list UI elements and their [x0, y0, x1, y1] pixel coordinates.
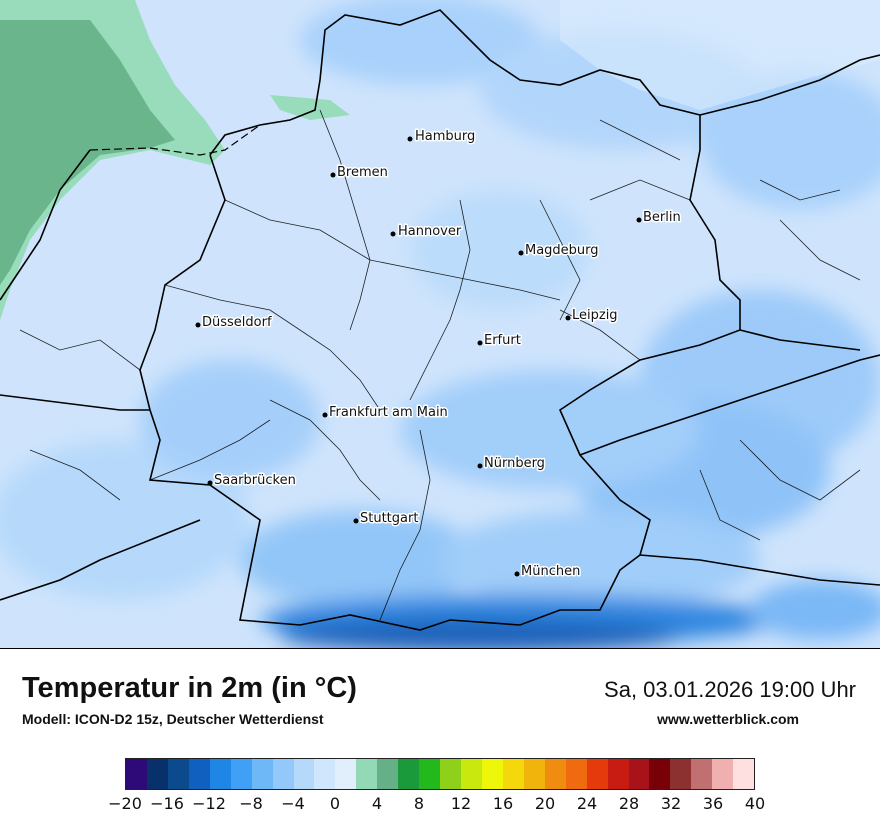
model-subtitle: Modell: ICON-D2 15z, Deutscher Wetterdie…: [22, 711, 324, 727]
legend-color-segment: [649, 759, 671, 789]
legend-color-segment: [586, 759, 608, 789]
city-saarbruecken[interactable]: Saarbrücken: [207, 472, 297, 490]
legend-color-segment: [628, 759, 650, 789]
city-magdeburg[interactable]: Magdeburg: [518, 242, 600, 260]
legend-color-segment: [419, 759, 441, 789]
city-label: München: [521, 564, 580, 579]
city-dot: [353, 518, 359, 524]
city-label: Frankfurt am Main: [329, 405, 448, 420]
legend-color-segment: [544, 759, 566, 789]
legend-color-segment: [565, 759, 587, 789]
legend-tick-label: 16: [492, 794, 514, 813]
city-label: Bremen: [337, 165, 388, 180]
city-label: Berlin: [643, 210, 681, 225]
legend-color-segment: [126, 759, 147, 789]
city-dot: [330, 172, 336, 178]
legend-color-segment: [356, 759, 378, 789]
city-dot: [390, 231, 396, 237]
forecast-datetime: Sa, 03.01.2026 19:00 Uhr: [604, 677, 856, 702]
legend-tick-label: 12: [450, 794, 472, 813]
city-dot: [636, 217, 642, 223]
city-bremen[interactable]: Bremen: [330, 164, 389, 182]
city-frankfurt[interactable]: Frankfurt am Main: [322, 404, 449, 422]
legend-color-segment: [607, 759, 629, 789]
city-muenchen[interactable]: München: [514, 563, 582, 581]
legend-color-segment: [335, 759, 357, 789]
legend-color-segment: [230, 759, 252, 789]
legend-color-segment: [691, 759, 713, 789]
legend-color-segment: [440, 759, 461, 789]
city-dot: [565, 315, 571, 321]
city-label: Saarbrücken: [214, 473, 296, 488]
legend-tick-label: 32: [660, 794, 682, 813]
city-label: Erfurt: [484, 333, 521, 348]
legend-color-segment: [712, 759, 734, 789]
legend-color-segment: [461, 759, 482, 789]
legend-color-segment: [523, 759, 545, 789]
legend-tick-label: 24: [576, 794, 598, 813]
legend-color-segment: [209, 759, 231, 789]
city-nuernberg[interactable]: Nürnberg: [477, 455, 546, 473]
legend-tick-label: −8: [239, 794, 263, 813]
legend-color-segment: [670, 759, 692, 789]
legend-color-segment: [377, 759, 399, 789]
city-erfurt[interactable]: Erfurt: [477, 332, 522, 350]
map-canvas: Hamburg Bremen Hannover Berlin Magdeburg…: [0, 0, 880, 648]
legend-color-segment: [398, 759, 420, 789]
map-title: Temperatur in 2m (in °C): [22, 672, 357, 704]
city-dot: [518, 250, 524, 256]
legend-tick-label: 40: [744, 794, 766, 813]
legend-color-segment: [167, 759, 189, 789]
legend-color-segment: [251, 759, 273, 789]
country-borders: [0, 9, 880, 631]
city-dot: [477, 463, 483, 469]
city-label: Hannover: [398, 224, 462, 239]
city-label: Nürnberg: [484, 456, 545, 471]
legend-color-segment: [733, 759, 755, 789]
legend-tick-label: 8: [413, 794, 425, 813]
city-duesseldorf[interactable]: Düsseldorf: [195, 314, 273, 332]
city-hannover[interactable]: Hannover: [390, 223, 463, 241]
state-borders: [19, 109, 861, 621]
legend-color-segment: [293, 759, 315, 789]
city-dot: [207, 480, 213, 486]
legend-tick-label: 0: [329, 794, 341, 813]
city-dot: [195, 322, 201, 328]
city-leipzig[interactable]: Leipzig: [565, 307, 619, 325]
city-label: Hamburg: [415, 129, 475, 144]
legend-tick-labels: −20 −16 −12 −8 −4 0 4 8 12 16 20 24 28 32 36 40: [108, 794, 765, 818]
city-label: Stuttgart: [360, 511, 418, 526]
city-stuttgart[interactable]: Stuttgart: [353, 510, 420, 528]
city-label: Leipzig: [572, 308, 618, 323]
city-dot: [477, 340, 483, 346]
temperature-map: Hamburg Bremen Hannover Berlin Magdeburg…: [0, 0, 880, 649]
city-label: Magdeburg: [525, 243, 599, 258]
color-legend: [125, 758, 755, 790]
legend-color-segment: [146, 759, 168, 789]
legend-tick-label: −12: [192, 794, 226, 813]
legend-tick-label: −20: [108, 794, 142, 813]
city-hamburg[interactable]: Hamburg: [407, 128, 477, 146]
city-dot: [514, 571, 520, 577]
legend-color-segment: [188, 759, 210, 789]
city-markers: Hamburg Bremen Hannover Berlin Magdeburg…: [195, 128, 682, 581]
legend-tick-label: −16: [150, 794, 184, 813]
city-dot: [407, 136, 413, 142]
legend-color-segment: [481, 759, 503, 789]
legend-color-segment: [502, 759, 524, 789]
legend-color-segment: [272, 759, 294, 789]
legend-tick-label: −4: [281, 794, 305, 813]
legend-tick-label: 28: [618, 794, 640, 813]
legend-tick-label: 36: [702, 794, 724, 813]
website-link[interactable]: www.wetterblick.com: [657, 711, 799, 727]
legend-tick-label: 4: [371, 794, 383, 813]
city-berlin[interactable]: Berlin: [636, 209, 682, 227]
legend-tick-label: 20: [534, 794, 556, 813]
city-dot: [322, 412, 328, 418]
city-label: Düsseldorf: [202, 315, 272, 330]
legend-color-segment: [314, 759, 336, 789]
